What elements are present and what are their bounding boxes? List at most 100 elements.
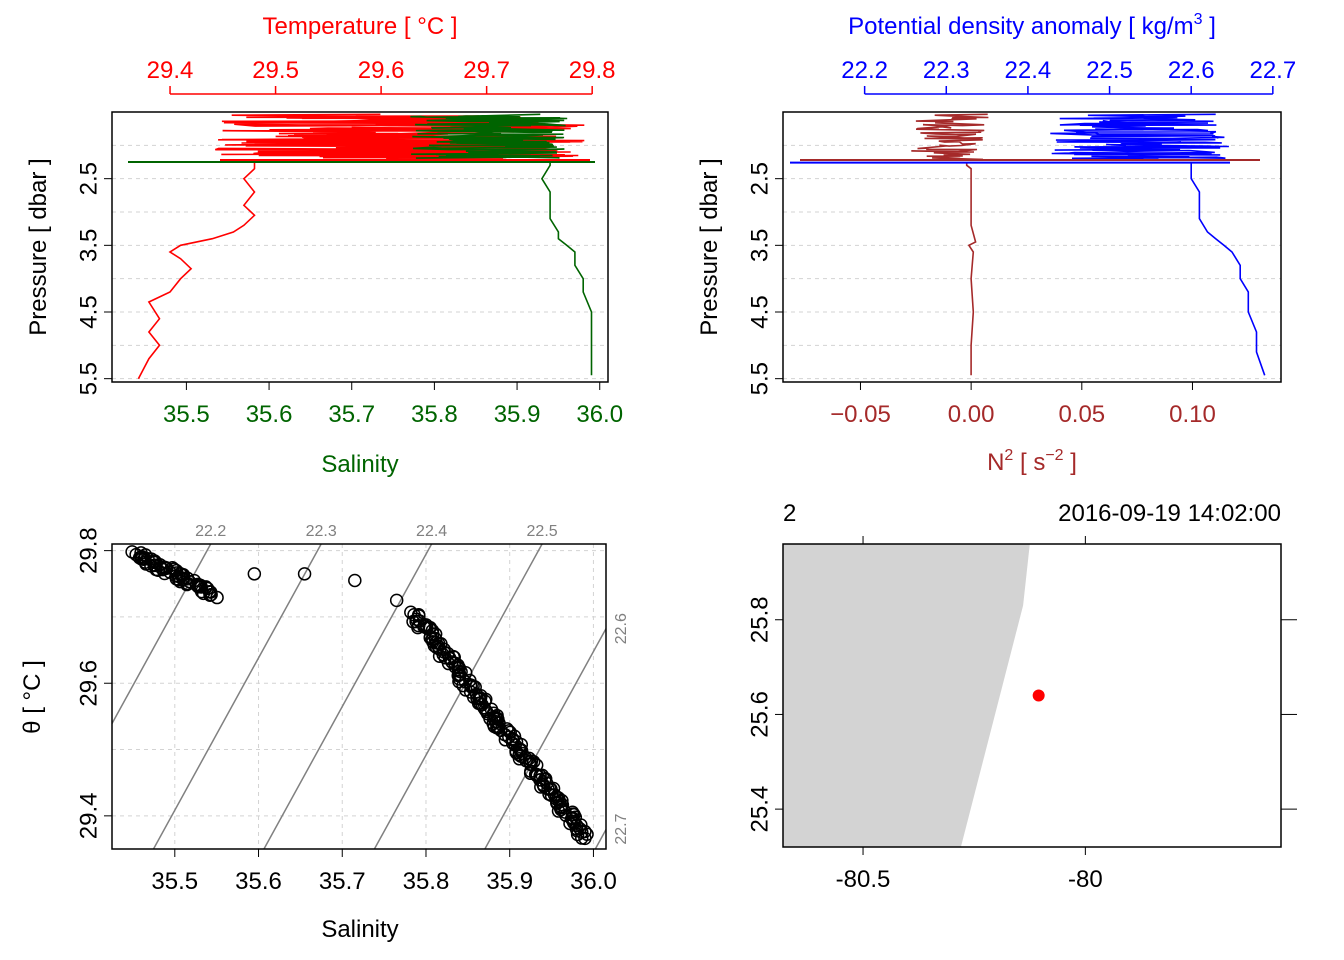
y-tick-label: 29.4 [75, 792, 102, 839]
y-axis-label: Pressure [ dbar ] [696, 158, 723, 335]
scatter-point [578, 824, 592, 839]
bottom-tick-label: 35.8 [411, 401, 458, 428]
isopycnal-group [112, 544, 606, 849]
scatter-point [173, 574, 187, 589]
map-title-right: 2016-09-19 14:02:00 [1058, 500, 1281, 527]
isopycnal-line [152, 544, 323, 849]
y-tick-label: 4.5 [746, 295, 773, 328]
x-tick-label: 36.0 [570, 868, 617, 895]
series-line-density [1190, 162, 1266, 376]
top-tick-label: 22.7 [1249, 57, 1296, 84]
isopycnal-label: 22.6 [613, 613, 630, 644]
top-axis-title-text: Potential density anomaly [ kg/m [848, 13, 1194, 40]
panel-density-n2-profile: 2.5 3.5 4.5 5.5 Pressure [ dbar ] 22.2 22.3 22.… [696, 11, 1296, 476]
scatter-point [210, 590, 224, 605]
isopycnal-line [484, 627, 606, 849]
scatter-point [196, 586, 211, 601]
y-tick-label: 2.5 [75, 162, 102, 195]
isopycnal-label: 22.3 [306, 523, 337, 540]
x-tick-label: -80.5 [836, 866, 891, 893]
scatter-point [574, 831, 589, 845]
top-tick-label: 22.4 [1005, 57, 1052, 84]
x-tick-label: 35.6 [235, 868, 282, 895]
bottom-tick-label: −0.05 [830, 401, 891, 428]
panel-ts-diagram: 22.2 22.3 22.4 22.5 22.6 22.7 35.5 35.6 35.7 35.8… [19, 523, 630, 943]
top-axis-title-sup: 3 [1194, 11, 1203, 28]
bottom-axis-title-text: N [987, 449, 1004, 476]
y-axis-label: Pressure [ dbar ] [25, 158, 52, 335]
isopycnal-line [263, 544, 433, 849]
y-tick-label: 2.5 [746, 162, 773, 195]
top-tick-label: 29.6 [358, 57, 405, 84]
isopycnal-label: 22.7 [613, 813, 630, 844]
top-axis-title: Temperature [ °C ] [263, 13, 458, 40]
x-tick-label: -80 [1068, 866, 1103, 893]
top-tick-label: 22.5 [1086, 57, 1133, 84]
plot-frame [111, 111, 609, 383]
x-tick-label: 35.7 [319, 868, 366, 895]
bottom-axis-title-end: ] [1064, 449, 1077, 476]
bottom-tick-label: 0.00 [948, 401, 995, 428]
isopycnal-label: 22.2 [195, 523, 226, 540]
scatter-point [478, 694, 492, 709]
y-tick-label: 25.4 [746, 786, 773, 833]
panel-temperature-salinity-profile: 2.5 3.5 4.5 5.5 Pressure [ dbar ] 29.4 29.5 29.… [25, 13, 623, 478]
y-tick-label: 25.6 [746, 691, 773, 738]
x-tick-label: 35.9 [486, 868, 533, 895]
series-line-temperature [137, 162, 256, 380]
isopycnal-label: 22.4 [416, 523, 447, 540]
scatter-point [348, 573, 362, 588]
scatter-point [432, 649, 447, 664]
bottom-tick-label: 35.7 [328, 401, 375, 428]
map-title-left: 2 [783, 500, 796, 527]
y-tick-label: 5.5 [746, 362, 773, 395]
bottom-axis-title-sup2: −2 [1045, 447, 1063, 464]
scatter-point [180, 571, 195, 585]
scatter-point [297, 567, 312, 581]
scatter-point [429, 635, 443, 650]
bottom-tick-label: 35.9 [494, 401, 541, 428]
isopycnal-label: 22.5 [527, 523, 558, 540]
top-tick-label: 29.5 [252, 57, 299, 84]
isopycnal-line [112, 544, 212, 726]
series-line-n2 [965, 162, 977, 376]
plot-frame [782, 543, 1282, 848]
top-tick-label: 29.7 [463, 57, 510, 84]
bottom-axis-title-sup: 2 [1004, 447, 1013, 464]
isopycnal-line [373, 544, 543, 849]
x-tick-label: 35.5 [151, 868, 198, 895]
land-polygon [783, 544, 1030, 847]
y-tick-label: 3.5 [75, 229, 102, 262]
bottom-tick-label: 36.0 [576, 401, 623, 428]
bottom-tick-label: 35.5 [163, 401, 210, 428]
station-marker [1032, 689, 1045, 702]
bottom-axis-title: N2 [ s−2 ] [987, 447, 1077, 476]
y-tick-label: 3.5 [746, 229, 773, 262]
top-tick-label: 29.4 [147, 57, 194, 84]
scatter-point [452, 672, 467, 686]
scatter-point [247, 567, 262, 581]
top-tick-label: 22.6 [1168, 57, 1215, 84]
series-surface-temperature [215, 113, 585, 160]
bottom-axis-title: Salinity [321, 451, 398, 478]
y-tick-label: 5.5 [75, 362, 102, 395]
top-axis-title-end: ] [1203, 13, 1216, 40]
y-axis-label: θ [ °C ] [19, 660, 46, 734]
bottom-tick-label: 35.6 [246, 401, 293, 428]
top-axis-title: Potential density anomaly [ kg/m3 ] [848, 11, 1216, 40]
top-tick-label: 22.2 [841, 57, 888, 84]
plot-frame [111, 543, 607, 850]
x-axis-label: Salinity [321, 916, 398, 943]
plot-frame [782, 111, 1282, 383]
bottom-tick-label: 0.05 [1058, 401, 1105, 428]
scatter-point [570, 827, 585, 842]
top-tick-label: 22.3 [923, 57, 970, 84]
y-tick-label: 4.5 [75, 295, 102, 328]
series-surface-salinity [410, 113, 568, 159]
bottom-axis-title-mid: [ s [1013, 449, 1045, 476]
panel-station-map: -80.5 -80 25.4 25.6 25.8 2 2016-09-19 14:02:00 [746, 500, 1297, 893]
x-tick-label: 35.8 [403, 868, 450, 895]
bottom-tick-label: 0.10 [1169, 401, 1216, 428]
scatter-point [389, 593, 404, 608]
